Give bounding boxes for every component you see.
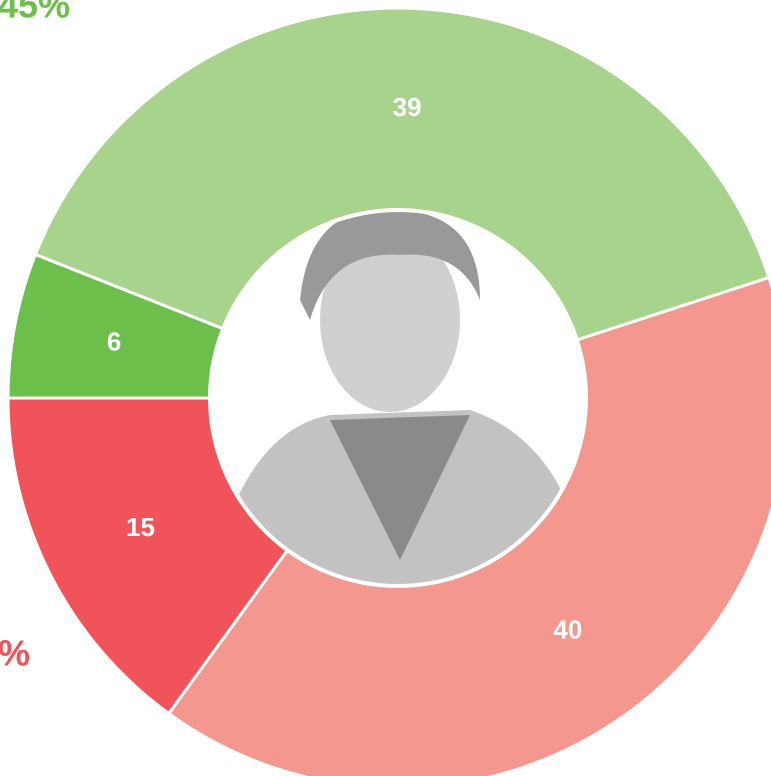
data-label: 6 [107, 327, 121, 357]
slices [6, 6, 771, 776]
center-photo [208, 208, 588, 588]
data-label: 40 [553, 615, 582, 645]
data-label: 15 [126, 512, 155, 542]
data-label: 39 [393, 92, 422, 122]
annotation: % [0, 633, 30, 674]
annotation: 45% [0, 0, 70, 26]
